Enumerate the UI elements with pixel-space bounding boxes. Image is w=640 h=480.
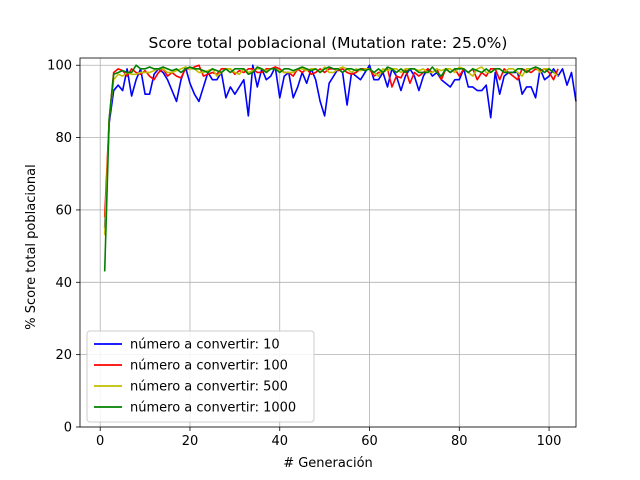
legend-label: número a convertir: 500 xyxy=(130,380,288,395)
series-line-3 xyxy=(103,66,559,236)
x-axis-label: # Generación xyxy=(283,456,373,471)
series-line-4 xyxy=(103,64,555,272)
legend-box xyxy=(86,330,315,423)
y-tick-label: 20 xyxy=(55,348,72,363)
x-tick-label: 40 xyxy=(271,434,288,449)
y-tick-label: 0 xyxy=(64,421,72,436)
x-tick-label: 60 xyxy=(361,434,378,449)
x-tick-label: 80 xyxy=(451,434,468,449)
y-tick-label: 100 xyxy=(47,59,72,74)
legend-label: número a convertir: 100 xyxy=(130,359,288,374)
plot-frame xyxy=(79,57,577,428)
legend: número a convertir: 10 número a convertir… xyxy=(86,330,315,423)
chart-title: Score total poblacional (Mutation rate: … xyxy=(149,34,508,52)
y-tick-label: 40 xyxy=(55,276,72,291)
x-tick-label: 0 xyxy=(96,434,104,449)
legend-label: número a convertir: 10 xyxy=(130,338,280,353)
y-axis-label: % Score total poblacional xyxy=(24,164,39,329)
legend-label: número a convertir: 1000 xyxy=(130,401,296,416)
x-tick-label: 20 xyxy=(182,434,199,449)
y-tick-label: 80 xyxy=(55,131,72,146)
y-tick-label: 60 xyxy=(55,203,72,218)
axis-ticks: 0 20 40 60 80 100 0 20 40 60 80 100 xyxy=(47,59,561,449)
series-lines xyxy=(103,64,577,272)
series-line-2 xyxy=(103,64,559,218)
x-tick-label: 100 xyxy=(537,434,562,449)
